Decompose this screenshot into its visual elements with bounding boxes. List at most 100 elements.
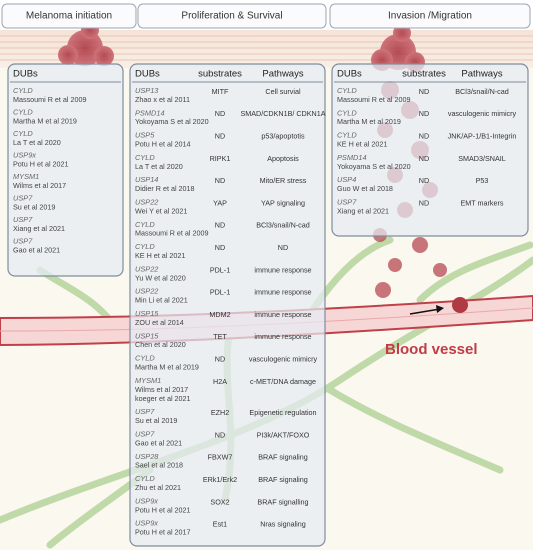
tab-title: Melanoma initiation: [26, 11, 112, 22]
dub-name: MYSM1: [13, 172, 39, 181]
reference: Martha M et al 2019: [135, 363, 199, 372]
dub-name: USP15: [135, 309, 159, 318]
dub-name: USP5: [135, 131, 155, 140]
reference: Wei Y et al 2021: [135, 206, 187, 215]
flow-arrow-head: [436, 305, 444, 313]
column-header: DUBs: [135, 69, 160, 80]
flow-arrow: [409, 308, 441, 315]
dub-name: USP15: [135, 331, 159, 340]
reference: Sael et al 2018: [135, 461, 183, 470]
dub-name: CYLD: [135, 153, 155, 162]
pathway: vasculogenic mimicry: [249, 355, 318, 364]
reference: Gao et al 2021: [135, 438, 182, 447]
reference: Guo W et al 2018: [337, 184, 393, 193]
substrate: PDL-1: [210, 288, 230, 297]
column-header: substrates: [402, 69, 446, 80]
reference: Chen et al 2020: [135, 340, 186, 349]
dub-name: USP9x: [135, 519, 158, 528]
substrate: Est1: [213, 520, 227, 529]
reference: Zhu et al 2021: [135, 483, 181, 492]
dub-name: USP14: [135, 175, 158, 184]
dub-name: USP22: [135, 287, 158, 296]
dub-name: USP9x: [13, 150, 36, 159]
pathway: PI3k/AKT/FOXO: [257, 430, 310, 439]
reference: Xiang et al 2021: [337, 206, 389, 215]
substrate: ND: [419, 87, 429, 96]
dub-name: CYLD: [135, 474, 155, 483]
tumor: [58, 21, 425, 72]
pathway: immune response: [254, 332, 311, 341]
dub-name: USP7: [135, 429, 155, 438]
dub-name: CYLD: [337, 86, 357, 95]
dub-name: USP13: [135, 86, 159, 95]
reference: KE H et al 2021: [135, 251, 185, 260]
substrate: ND: [419, 109, 429, 118]
dub-name: CYLD: [13, 107, 33, 116]
pathway: JNK/AP-1/B1-Integrin: [448, 132, 517, 141]
substrate: ND: [215, 430, 225, 439]
substrate: ND: [215, 243, 225, 252]
dub-name: USP7: [13, 193, 33, 202]
dub-name: USP7: [135, 407, 155, 416]
vessel-label: Blood vessel: [385, 341, 478, 358]
panels: [7, 63, 529, 547]
substrate: MITF: [212, 87, 229, 96]
pathway: BRAF signaling: [258, 453, 308, 462]
dub-name: PSMD14: [337, 153, 367, 162]
column-header: substrates: [198, 69, 242, 80]
dub-name: CYLD: [337, 131, 357, 140]
substrate: ND: [419, 154, 429, 163]
substrate: PDL-1: [210, 265, 230, 274]
pathway: Nras signaling: [260, 520, 306, 529]
dub-name: USP22: [135, 264, 158, 273]
reference: Wilms et al 2017: [13, 181, 66, 190]
dub-name: USP28: [135, 452, 159, 461]
reference: KE H et al 2021: [337, 140, 387, 149]
pathway: Apoptosis: [267, 154, 299, 163]
pathway: immune response: [254, 265, 311, 274]
reference: Massoumi R et al 2009: [135, 229, 209, 238]
reference: Yu W et al 2020: [135, 273, 186, 282]
reference: Wilms et al 2017: [135, 385, 188, 394]
dub-name: CYLD: [13, 86, 33, 95]
substrate: ND: [419, 198, 429, 207]
substrate: ND: [215, 109, 225, 118]
reference: Yokoyama S et al 2020: [135, 117, 209, 126]
dub-name: USP7: [337, 197, 357, 206]
reference: Potu H et al 2021: [135, 505, 191, 514]
reference: Massoumi R et al 2009: [337, 95, 411, 104]
pathway: ND: [278, 243, 288, 252]
pathway: Mito/ER stress: [260, 176, 307, 185]
column-header: Pathways: [461, 69, 502, 80]
reference: Martha M et al 2019: [13, 116, 77, 125]
dub-name: CYLD: [135, 220, 155, 229]
pathway: vasculogenic mimicry: [448, 109, 517, 118]
substrate: TET: [213, 332, 227, 341]
substrate: H2A: [213, 377, 227, 386]
dub-name: USP4: [337, 175, 356, 184]
dub-name: CYLD: [135, 354, 155, 363]
pathway: SMAD3/SNAIL: [458, 154, 506, 163]
substrate: ND: [215, 355, 225, 364]
tab-title: Invasion /Migration: [388, 11, 472, 22]
pathway: EMT markers: [461, 198, 504, 207]
substrate: YAP: [213, 198, 227, 207]
reference: Xiang et al 2021: [13, 224, 65, 233]
pathway: BCl3/snail/N-cad: [455, 87, 509, 96]
tab-title: Proliferation & Survival: [181, 11, 282, 22]
reference: Su et al 2019: [13, 202, 55, 211]
pathway: BRAF signaling: [258, 475, 308, 484]
pathway: immune response: [254, 310, 311, 319]
substrate: ND: [419, 176, 429, 185]
dub-name: USP22: [135, 197, 158, 206]
pathway: Epigenetic regulation: [249, 408, 316, 417]
reference: Potu H et al 2014: [135, 140, 191, 149]
tabs: [1, 3, 531, 29]
reference: Didier R et al 2018: [135, 184, 195, 193]
reference: Martha M et al 2019: [337, 117, 401, 126]
pathway: YAP signaling: [261, 198, 305, 207]
substrate: SOX2: [210, 497, 229, 506]
pathway: c-MET/DNA damage: [250, 377, 316, 386]
